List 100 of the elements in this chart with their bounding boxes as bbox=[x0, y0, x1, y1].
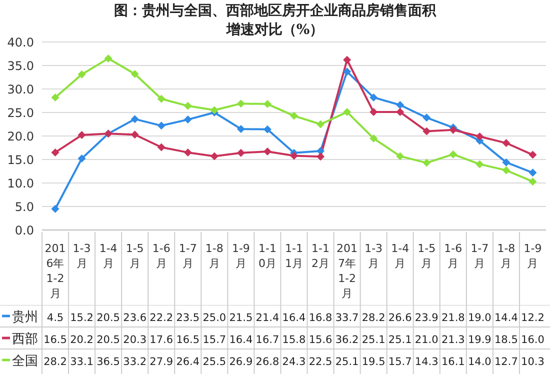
x-tick-label: 1-5月 bbox=[126, 242, 144, 270]
point bbox=[476, 132, 484, 140]
point bbox=[422, 158, 431, 167]
point bbox=[236, 124, 245, 133]
y-tick-label: 25.0 bbox=[7, 106, 34, 120]
x-tick-label: 1-4月 bbox=[391, 242, 410, 270]
x-tick-label: 1-3月 bbox=[72, 242, 91, 270]
y-tick-label: 30.0 bbox=[7, 82, 34, 96]
data-label: 26.6 bbox=[388, 312, 412, 324]
data-label: 24.3 bbox=[282, 356, 306, 368]
x-tick-label: 1-6月 bbox=[444, 242, 462, 270]
data-label: 14.3 bbox=[414, 356, 438, 368]
data-label: 25.1 bbox=[388, 334, 412, 346]
x-tick-label: 1-12月 bbox=[312, 242, 330, 270]
data-label: 27.9 bbox=[150, 356, 174, 368]
point bbox=[210, 106, 218, 114]
point bbox=[236, 100, 245, 108]
data-label: 26.4 bbox=[176, 356, 200, 368]
x-tick-label: 1-8月 bbox=[497, 242, 516, 270]
y-tick-label: 15.0 bbox=[7, 152, 34, 167]
point bbox=[343, 68, 352, 76]
data-label: 14.4 bbox=[494, 312, 518, 324]
point bbox=[370, 134, 378, 142]
y-tick-label: 0.0 bbox=[14, 223, 34, 238]
point bbox=[184, 116, 192, 124]
point bbox=[290, 152, 298, 160]
data-label: 25.0 bbox=[202, 312, 226, 324]
data-label: 16.0 bbox=[521, 334, 544, 346]
point bbox=[422, 127, 431, 136]
data-label: 23.6 bbox=[123, 312, 147, 324]
point bbox=[343, 108, 352, 116]
data-label: 33.7 bbox=[335, 312, 359, 324]
point bbox=[51, 93, 60, 102]
data-label: 20.5 bbox=[96, 334, 120, 346]
data-label: 15.6 bbox=[308, 334, 333, 346]
x-tick-label: 2016年1-2月 bbox=[44, 242, 66, 300]
chart-title: 图：贵州与全国、西部地区房开企业商品房销售面积增速对比（%） bbox=[113, 2, 438, 40]
data-label: 14.0 bbox=[468, 356, 492, 368]
data-label: 21.4 bbox=[256, 312, 280, 324]
data-label: 20.2 bbox=[70, 334, 94, 346]
data-label: 25.1 bbox=[335, 356, 359, 368]
data-label: 28.2 bbox=[362, 312, 386, 324]
data-label: 18.5 bbox=[494, 334, 518, 346]
data-label: 19.5 bbox=[362, 356, 386, 368]
data-label: 17.6 bbox=[150, 334, 174, 346]
x-tick-label: 1-7月 bbox=[470, 242, 489, 270]
point bbox=[210, 152, 218, 160]
data-label: 21.8 bbox=[441, 312, 465, 324]
point bbox=[396, 152, 404, 160]
x-tick-label: 1-9月 bbox=[232, 242, 250, 270]
y-tick-label: 5.0 bbox=[14, 200, 34, 214]
point bbox=[528, 178, 537, 186]
data-label: 12.2 bbox=[521, 312, 544, 324]
x-tick-label: 1-8月 bbox=[205, 242, 224, 270]
point bbox=[104, 54, 112, 62]
y-tick-label: 20.0 bbox=[7, 129, 34, 144]
point bbox=[422, 114, 431, 122]
point bbox=[528, 168, 537, 177]
point bbox=[502, 139, 510, 148]
x-tick-label: 1-6月 bbox=[152, 242, 170, 270]
data-label: 36.2 bbox=[335, 334, 359, 346]
point bbox=[343, 56, 352, 64]
data-label: 25.5 bbox=[202, 356, 226, 368]
data-label: 16.4 bbox=[282, 312, 306, 324]
point bbox=[396, 108, 404, 116]
point bbox=[502, 166, 510, 174]
point bbox=[370, 93, 378, 102]
data-label: 19.0 bbox=[468, 312, 492, 324]
point bbox=[316, 120, 325, 128]
data-label: 23.5 bbox=[176, 312, 200, 324]
data-label: 10.3 bbox=[521, 356, 544, 368]
data-label: 33.2 bbox=[123, 356, 147, 368]
data-label: 16.8 bbox=[308, 312, 332, 324]
legend-label: 西部 bbox=[12, 332, 38, 347]
data-label: 15.7 bbox=[388, 356, 412, 368]
data-label: 16.7 bbox=[256, 334, 280, 346]
data-label: 33.1 bbox=[70, 356, 94, 368]
point bbox=[236, 148, 245, 157]
data-label: 22.2 bbox=[150, 312, 174, 324]
data-label: 21.3 bbox=[441, 334, 465, 346]
x-tick-label: 1-7月 bbox=[178, 242, 197, 270]
point bbox=[78, 131, 86, 140]
x-tick-label: 1-10月 bbox=[258, 242, 276, 270]
x-tick-label: 1-3月 bbox=[364, 242, 383, 270]
data-label: 15.7 bbox=[202, 334, 226, 346]
point bbox=[263, 148, 272, 156]
point bbox=[157, 143, 166, 152]
legend-label: 全国 bbox=[12, 354, 38, 369]
point bbox=[130, 115, 139, 124]
point bbox=[316, 152, 325, 161]
data-label: 36.5 bbox=[96, 356, 120, 368]
point bbox=[157, 94, 166, 103]
x-tick-label: 1-11月 bbox=[285, 242, 303, 270]
point bbox=[449, 150, 458, 158]
point bbox=[263, 125, 272, 134]
data-label: 23.9 bbox=[414, 312, 438, 324]
point bbox=[290, 112, 298, 120]
data-label: 22.5 bbox=[308, 356, 332, 368]
data-label: 28.2 bbox=[44, 356, 67, 368]
x-tick-label: 2017年1-2月 bbox=[336, 242, 358, 300]
